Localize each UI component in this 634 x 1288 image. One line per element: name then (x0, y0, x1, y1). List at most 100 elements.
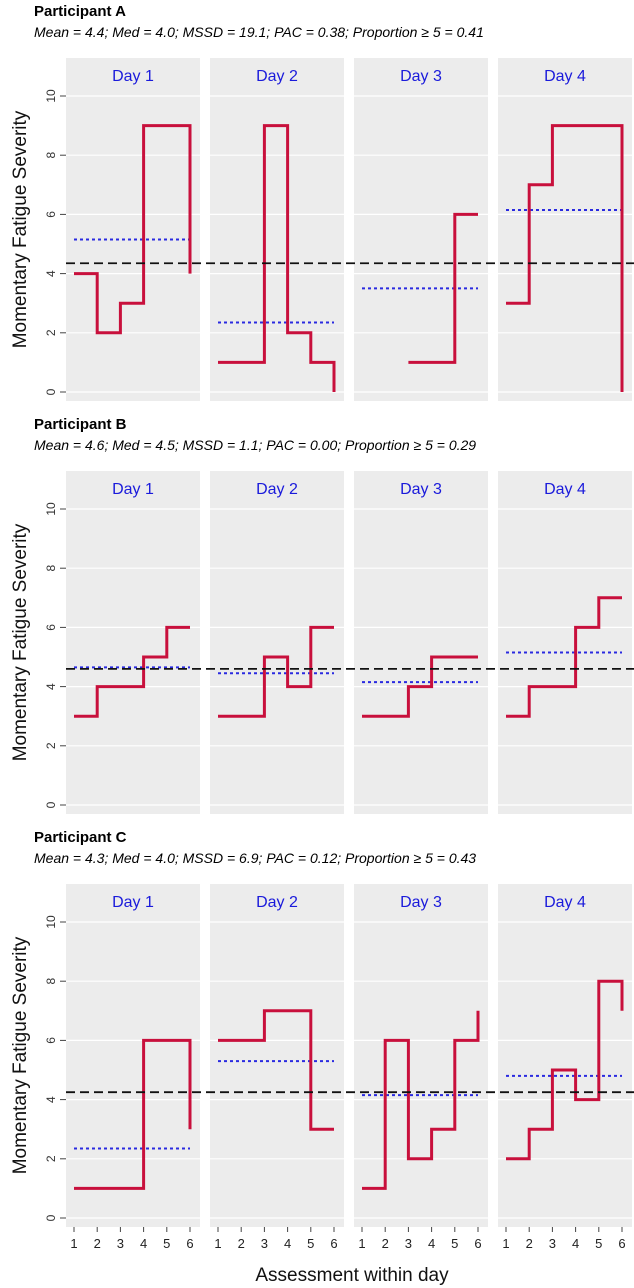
y-tick-label: 2 (44, 329, 58, 336)
day-label: Day 3 (400, 894, 442, 911)
participant-title: Participant A (34, 3, 126, 20)
y-axis-label: Momentary Fatigue Severity (10, 936, 31, 1174)
day-facet: Day 4 (498, 471, 632, 814)
day-label: Day 4 (544, 481, 586, 498)
y-tick-label: 4 (44, 270, 58, 277)
y-tick-label: 8 (44, 978, 58, 985)
y-tick-label: 8 (44, 565, 58, 572)
participant-stats: Mean = 4.3; Med = 4.0; MSSD = 6.9; PAC =… (34, 850, 476, 866)
fatigue-series-line (74, 1038, 192, 1190)
y-tick-label: 8 (44, 152, 58, 159)
x-tick-label: 6 (474, 1236, 481, 1251)
facet-background (498, 884, 632, 1227)
day-label: Day 1 (112, 894, 154, 911)
fatigue-series-line (218, 625, 334, 718)
participant-panel: Participant A Mean = 4.4; Med = 4.0; MSSD… (10, 3, 634, 401)
y-axis-label: Momentary Fatigue Severity (10, 110, 31, 348)
facet-background (210, 884, 344, 1227)
x-axis-label: Assessment within day (255, 1265, 449, 1286)
y-tick-label: 2 (44, 1155, 58, 1162)
day-label: Day 1 (112, 68, 154, 85)
x-tick-label: 2 (526, 1236, 533, 1251)
fatigue-series-line (362, 1010, 480, 1190)
x-tick-label: 5 (451, 1236, 458, 1251)
day-facet: Day 3 (354, 471, 488, 814)
y-tick-label: 6 (44, 624, 58, 631)
day-label: Day 3 (400, 481, 442, 498)
y-tick-label: 10 (44, 89, 58, 103)
y-tick-label: 4 (44, 1096, 58, 1103)
participant-title: Participant C (34, 829, 127, 846)
day-label: Day 4 (544, 68, 586, 85)
participant-stats: Mean = 4.4; Med = 4.0; MSSD = 19.1; PAC … (34, 24, 484, 40)
x-tick-label: 4 (140, 1236, 147, 1251)
facet-background (210, 471, 344, 814)
x-tick-label: 4 (428, 1236, 435, 1251)
x-tick-label: 6 (186, 1236, 193, 1251)
participant-stats: Mean = 4.6; Med = 4.5; MSSD = 1.1; PAC =… (34, 437, 476, 453)
day-facet: Day 1 (66, 58, 200, 401)
fatigue-series-line (74, 124, 192, 335)
x-tick-label: 1 (214, 1236, 221, 1251)
participant-panel: Participant B Mean = 4.6; Med = 4.5; MSSD… (10, 416, 634, 814)
participant-title: Participant B (34, 416, 127, 433)
fatigue-series-line (218, 124, 336, 392)
facet-background (498, 471, 632, 814)
fatigue-series-line (408, 212, 478, 364)
facet-background (498, 58, 632, 401)
x-tick-label: 4 (284, 1236, 291, 1251)
y-tick-label: 0 (44, 801, 58, 808)
y-tick-label: 0 (44, 1214, 58, 1221)
x-tick-label: 5 (163, 1236, 170, 1251)
x-tick-label: 5 (595, 1236, 602, 1251)
day-facet: Day 2 (210, 884, 344, 1227)
day-facet: Day 2 (210, 471, 344, 814)
facet-background (210, 58, 344, 401)
day-facet: Day 2 (210, 58, 344, 401)
y-tick-label: 0 (44, 388, 58, 395)
y-tick-label: 6 (44, 1037, 58, 1044)
x-tick-label: 3 (405, 1236, 412, 1251)
day-label: Day 4 (544, 894, 586, 911)
participant-panel: Participant C Mean = 4.3; Med = 4.0; MSSD… (10, 829, 634, 1227)
day-facet: Day 1 (66, 884, 200, 1227)
y-tick-label: 10 (44, 915, 58, 929)
facet-background (66, 884, 200, 1227)
facet-background (354, 471, 488, 814)
fatigue-series-line (506, 596, 622, 718)
facet-background (66, 58, 200, 401)
day-facet: Day 1 (66, 471, 200, 814)
x-tick-label: 3 (549, 1236, 556, 1251)
y-tick-label: 2 (44, 742, 58, 749)
day-label: Day 3 (400, 68, 442, 85)
day-facet: Day 4 (498, 58, 632, 401)
x-tick-label: 1 (358, 1236, 365, 1251)
x-tick-label: 1 (502, 1236, 509, 1251)
fatigue-series-line (362, 655, 478, 718)
y-axis-label: Momentary Fatigue Severity (10, 523, 31, 761)
x-tick-label: 3 (261, 1236, 268, 1251)
facet-background (354, 884, 488, 1227)
y-tick-label: 6 (44, 211, 58, 218)
day-facet: Day 3 (354, 58, 488, 401)
x-tick-label: 4 (572, 1236, 579, 1251)
x-tick-label: 6 (330, 1236, 337, 1251)
x-tick-label: 6 (618, 1236, 625, 1251)
day-label: Day 2 (256, 68, 298, 85)
facet-background (354, 58, 488, 401)
day-facet: Day 3 (354, 884, 488, 1227)
y-tick-label: 10 (44, 502, 58, 516)
x-tick-label: 5 (307, 1236, 314, 1251)
day-label: Day 2 (256, 481, 298, 498)
y-tick-label: 4 (44, 683, 58, 690)
x-tick-label: 1 (70, 1236, 77, 1251)
x-tick-label: 2 (94, 1236, 101, 1251)
fatigue-series-line (74, 625, 190, 718)
x-tick-label: 3 (117, 1236, 124, 1251)
x-tick-label: 2 (382, 1236, 389, 1251)
day-facet: Day 4 (498, 884, 632, 1227)
fatigue-series-line (218, 1009, 334, 1131)
day-label: Day 2 (256, 894, 298, 911)
facet-background (66, 471, 200, 814)
